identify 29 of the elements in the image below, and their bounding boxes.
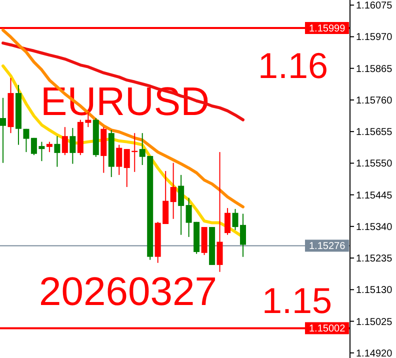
y-tick-label: 1.15130 xyxy=(356,285,393,296)
y-tick-label: 1.15235 xyxy=(356,254,393,265)
y-tick-label: 1.15655 xyxy=(356,127,393,138)
candlestick xyxy=(54,136,60,168)
ref-line-label: 1.15999 xyxy=(309,24,346,34)
y-tick-label: 1.15025 xyxy=(356,316,393,328)
y-tick-label: 1.16075 xyxy=(356,0,393,12)
ref-line-label: 1.15276 xyxy=(309,241,346,252)
candlestick xyxy=(224,208,231,236)
y-tick-label: 1.15340 xyxy=(356,222,393,233)
y-tick-label: 1.15865 xyxy=(356,64,393,75)
ref-line-label: 1.15002 xyxy=(309,324,346,335)
candlestick xyxy=(178,174,184,236)
text: 1.16 xyxy=(258,45,328,86)
y-tick-label: 1.15760 xyxy=(356,95,393,106)
annotation: 20260327 xyxy=(39,270,217,314)
candlestick xyxy=(46,141,52,153)
candlestick xyxy=(62,126,68,156)
candlestick xyxy=(216,152,223,272)
candlestick xyxy=(0,97,6,164)
candlestick xyxy=(116,144,122,176)
y-tick-label: 1.15550 xyxy=(356,158,393,170)
candlestick xyxy=(170,162,176,220)
text: 1.15 xyxy=(262,280,332,321)
y-tick-label: 1.15970 xyxy=(356,32,393,44)
y-tick-label: 1.14920 xyxy=(356,348,393,358)
candlestick xyxy=(23,128,30,153)
y-tick-label: 1.15445 xyxy=(356,190,393,202)
candlestick xyxy=(70,127,76,164)
